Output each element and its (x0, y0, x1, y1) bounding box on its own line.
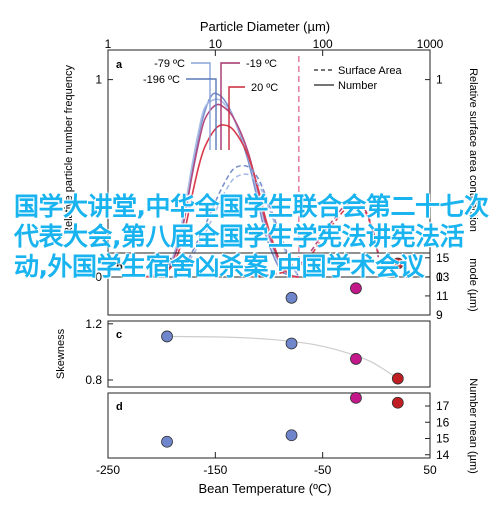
overlay-text: 国学大讲堂,中华全国学生联合会第二十七次代表大会,第八届全国学生学宪法讲宪法活动… (14, 192, 489, 281)
right-tick-label: 15 (436, 432, 450, 446)
right-tick-label: 11 (436, 289, 449, 303)
panel-a-left-label: Relative particle number frequency (63, 65, 75, 235)
panel-a-annotations: -79 ºC -196 ºC -19 ºC 20 ºC (143, 58, 278, 150)
legend-number-label: Number (338, 80, 377, 92)
panel-d-label: d (116, 401, 123, 413)
top-tick-label: 1000 (417, 37, 444, 51)
left-tick-label: 1 (95, 73, 102, 87)
panel-c-left-label: Skewness (55, 328, 67, 379)
data-point (161, 435, 173, 448)
left-tick-label: 1.2 (85, 317, 102, 331)
bottom-tick-label: -250 (96, 463, 120, 477)
data-point (350, 353, 362, 365)
top-tick-label: 100 (313, 37, 333, 51)
annotation-leader (191, 62, 211, 150)
data-point (285, 337, 298, 350)
annotation-leader (220, 62, 240, 150)
panel-b-right-label: mode (µm) (467, 258, 479, 311)
panel-b-points (161, 256, 404, 304)
panel-a-left-ticks: 01 (95, 73, 113, 284)
bottom-tick-label: -150 (203, 463, 227, 477)
legend-surface-label: Surface Area (338, 65, 402, 77)
legend: Surface Area Number (314, 65, 402, 92)
data-point (391, 396, 404, 409)
right-tick-label: 13 (436, 270, 450, 284)
bottom-axis-ticks: -250 -150 -50 50 (96, 452, 437, 477)
annotation-label: -19 ºC (246, 58, 277, 70)
bottom-axis-label: Bean Temperature (ºC) (198, 481, 331, 496)
data-point (161, 256, 173, 269)
panel-a-label: a (116, 59, 123, 71)
series-line-surface (172, 173, 300, 278)
right-tick-label: 0 (436, 270, 443, 284)
data-point (285, 429, 298, 442)
panel-a-right-label: Relative surface area contribution (467, 68, 479, 232)
annotation-leader (186, 78, 217, 150)
panel-b-label: b (116, 261, 123, 273)
annotation-label: -79 ºC (154, 58, 185, 70)
series-line-surface (247, 203, 380, 278)
data-point (350, 391, 362, 404)
panel-d-points (161, 391, 404, 448)
panel-b-frame (107, 252, 431, 316)
annotation-leader (228, 86, 245, 150)
right-tick-label: 9 (436, 308, 443, 322)
panel-d-frame (107, 392, 431, 459)
left-tick-label: 0.8 (85, 373, 102, 387)
top-axis-ticks: 1 10 100 1000 (105, 37, 444, 56)
right-tick-label: 17 (436, 399, 450, 413)
panel-d-right-label: Number mean (µm) (467, 378, 479, 474)
series-line-number (144, 103, 300, 278)
top-axis-label: Particle Diameter (µm) (200, 19, 330, 34)
data-point (350, 282, 362, 295)
right-tick-label: 14 (436, 448, 450, 462)
panel-c-fit-curve (166, 335, 399, 380)
right-tick-label: 15 (436, 251, 450, 265)
bottom-tick-label: 50 (423, 463, 437, 477)
panel-c-points (161, 330, 404, 385)
annotation-label: -196 ºC (143, 74, 180, 86)
left-tick-label: 0 (95, 270, 102, 284)
panel-c-label: c (116, 329, 122, 341)
data-point (161, 330, 173, 343)
top-tick-label: 1 (105, 37, 112, 51)
data-point (285, 291, 298, 304)
panel-c-frame (107, 320, 431, 388)
right-tick-label: 1 (436, 73, 443, 87)
data-point (391, 372, 404, 385)
annotation-label: 20 ºC (251, 82, 278, 94)
panel-d-right-ticks: 14 15 16 17 (425, 399, 450, 462)
series-line-surface (247, 201, 380, 278)
bottom-tick-label: -50 (314, 463, 332, 477)
data-point (391, 257, 404, 270)
series-line-number (144, 98, 300, 278)
top-tick-label: 10 (209, 37, 223, 51)
panel-b-right-ticks: 9 11 13 15 (425, 251, 450, 322)
panel-a-frame (107, 49, 431, 278)
right-tick-label: 16 (436, 415, 450, 429)
panel-c-left-ticks: 1.2 0.8 (85, 317, 113, 387)
